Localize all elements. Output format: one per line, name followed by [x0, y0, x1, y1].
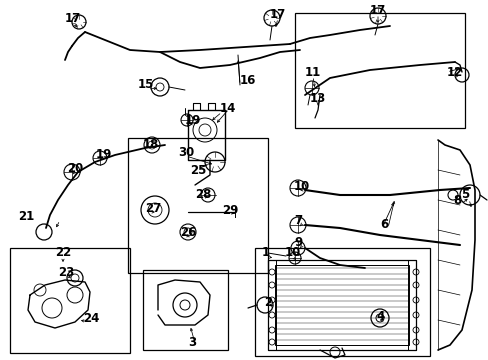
Text: 11: 11: [305, 66, 321, 78]
Text: 16: 16: [240, 73, 256, 86]
Text: 18: 18: [142, 138, 159, 150]
Text: 10: 10: [293, 180, 309, 193]
Bar: [407, 260, 415, 350]
Text: 1: 1: [262, 247, 269, 260]
Text: 17: 17: [369, 4, 386, 17]
Bar: [10, 248, 130, 353]
Text: 20: 20: [67, 162, 83, 175]
Text: 4: 4: [375, 310, 384, 323]
Bar: [267, 260, 275, 350]
Text: 28: 28: [195, 188, 211, 201]
Text: 14: 14: [220, 102, 236, 114]
Text: 3: 3: [187, 337, 196, 350]
Text: 24: 24: [83, 311, 99, 324]
Text: 17: 17: [65, 12, 81, 24]
Text: 9: 9: [293, 235, 302, 248]
Bar: [267, 260, 415, 350]
Bar: [142, 270, 227, 350]
Text: 21: 21: [18, 210, 34, 222]
Text: 29: 29: [222, 203, 238, 216]
Text: 2: 2: [264, 296, 271, 309]
Text: 15: 15: [138, 78, 154, 91]
Bar: [128, 138, 267, 273]
Text: 30: 30: [178, 145, 194, 158]
Text: 25: 25: [190, 163, 206, 176]
Text: 23: 23: [58, 266, 74, 279]
Text: 8: 8: [452, 194, 460, 207]
Text: 17: 17: [269, 8, 285, 21]
Text: 19: 19: [96, 148, 112, 161]
Text: 7: 7: [293, 213, 302, 226]
Text: 12: 12: [446, 66, 462, 78]
Text: 13: 13: [309, 91, 325, 104]
Text: 6: 6: [379, 217, 387, 230]
Text: 10: 10: [285, 247, 301, 260]
Bar: [294, 13, 464, 128]
Text: 22: 22: [55, 247, 71, 260]
Bar: [274, 265, 408, 345]
Text: 5: 5: [460, 189, 468, 202]
Text: 27: 27: [145, 202, 161, 215]
Bar: [254, 248, 429, 356]
Text: 26: 26: [180, 225, 196, 238]
Text: 19: 19: [184, 113, 201, 126]
